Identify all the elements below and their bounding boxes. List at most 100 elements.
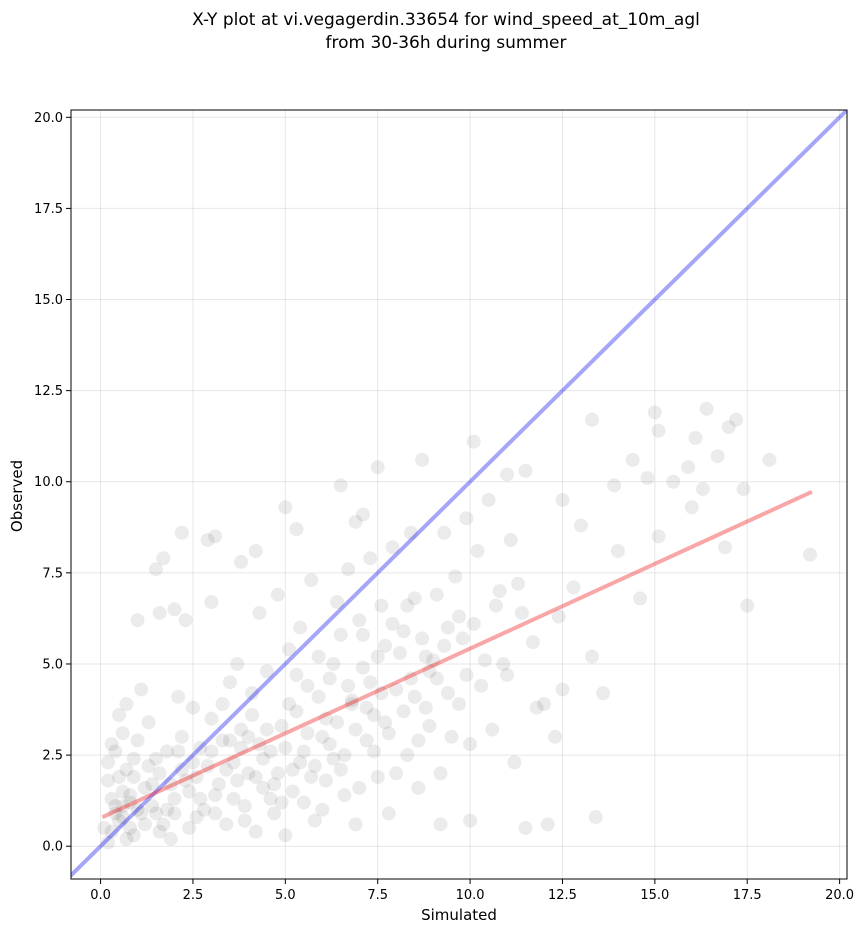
- scatter-point: [137, 817, 152, 832]
- y-tick-label: 15.0: [34, 293, 63, 308]
- scatter-point: [647, 405, 662, 420]
- scatter-point: [248, 824, 263, 839]
- scatter-point: [433, 817, 448, 832]
- scatter-point: [263, 744, 278, 759]
- scatter-point: [167, 602, 182, 617]
- scatter-point: [315, 802, 330, 817]
- scatter-point: [363, 551, 378, 566]
- scatter-point: [241, 729, 256, 744]
- scatter-point: [126, 751, 141, 766]
- scatter-point: [296, 744, 311, 759]
- scatter-point: [551, 609, 566, 624]
- scatter-point: [311, 649, 326, 664]
- scatter-point: [415, 452, 430, 467]
- scatter-point: [167, 791, 182, 806]
- scatter-point: [252, 737, 267, 752]
- scatter-point: [374, 686, 389, 701]
- scatter-point: [115, 784, 130, 799]
- scatter-point: [252, 605, 267, 620]
- chart-title-line-2: from 30-36h during summer: [326, 33, 567, 53]
- scatter-point: [233, 740, 248, 755]
- scatter-point: [233, 722, 248, 737]
- scatter-point: [123, 795, 138, 810]
- y-tick-label: 10.0: [34, 475, 63, 490]
- chart-title-line-1: X-Y plot at vi.vegagerdin.33654 for wind…: [192, 10, 700, 30]
- scatter-point: [422, 718, 437, 733]
- scatter-point: [304, 573, 319, 588]
- x-tick-label: 2.5: [183, 888, 204, 903]
- scatter-point: [293, 755, 308, 770]
- scatter-point: [226, 755, 241, 770]
- y-tick-label: 20.0: [34, 111, 63, 126]
- x-tick-label: 10.0: [456, 888, 485, 903]
- scatter-point: [718, 540, 733, 555]
- scatter-point: [137, 780, 152, 795]
- scatter-point: [762, 452, 777, 467]
- scatter-point: [208, 788, 223, 803]
- scatter-point: [333, 762, 348, 777]
- scatter-point: [115, 810, 130, 825]
- scatter-point: [370, 649, 385, 664]
- scatter-point: [566, 580, 581, 595]
- scatter-point: [282, 642, 297, 657]
- scatter-point: [463, 737, 478, 752]
- scatter-point: [289, 704, 304, 719]
- scatter-point: [330, 715, 345, 730]
- scatter-point: [422, 664, 437, 679]
- scatter-point: [270, 587, 285, 602]
- scatter-point: [392, 646, 407, 661]
- scatter-point: [481, 492, 496, 507]
- scatter-point: [400, 598, 415, 613]
- scatter-point: [237, 799, 252, 814]
- scatter-point: [337, 748, 352, 763]
- scatter-point: [330, 595, 345, 610]
- scatter-point: [219, 762, 234, 777]
- scatter-point: [167, 806, 182, 821]
- scatter-point: [359, 700, 374, 715]
- scatter-point: [285, 762, 300, 777]
- scatter-point: [348, 817, 363, 832]
- scatter-point: [152, 824, 167, 839]
- scatter-point: [470, 543, 485, 558]
- scatter-point: [607, 478, 622, 493]
- scatter-point: [171, 744, 186, 759]
- x-tick-label: 15.0: [640, 888, 669, 903]
- scatter-point: [500, 467, 515, 482]
- scatter-point: [385, 616, 400, 631]
- scatter-point: [540, 817, 555, 832]
- scatter-point: [444, 729, 459, 744]
- scatter-point: [208, 529, 223, 544]
- scatter-point: [123, 820, 138, 835]
- scatter-point: [555, 492, 570, 507]
- scatter-point: [233, 554, 248, 569]
- scatter-point: [525, 635, 540, 650]
- scatter-point: [625, 452, 640, 467]
- scatter-point: [267, 777, 282, 792]
- scatter-point: [681, 460, 696, 475]
- scatter-point: [418, 649, 433, 664]
- scatter-point: [588, 810, 603, 825]
- scatter-point: [403, 525, 418, 540]
- scatter-point: [326, 751, 341, 766]
- scatter-point: [407, 591, 422, 606]
- scatter-point: [215, 733, 230, 748]
- scatter-point: [585, 412, 600, 427]
- axes: 0.0 2.5 5.0 7.5 10.0 12.5 15.0 17.5 20.0 0.0 2.5 5.…: [34, 109, 854, 903]
- y-tick-label: 0.0: [42, 840, 63, 855]
- scatter-point: [278, 828, 293, 843]
- scatter-point: [352, 613, 367, 628]
- scatter-point: [126, 769, 141, 784]
- scatter-point: [485, 722, 500, 737]
- scatter-point: [341, 562, 356, 577]
- scatter-point: [699, 401, 714, 416]
- scatter-point: [803, 547, 818, 562]
- scatter-point: [355, 627, 370, 642]
- x-tick-label: 0.0: [90, 888, 111, 903]
- scatter-point: [200, 759, 215, 774]
- scatter-point: [274, 795, 289, 810]
- scatter-point: [185, 700, 200, 715]
- scatter-point: [396, 624, 411, 639]
- scatter-point: [267, 806, 282, 821]
- scatter-point: [507, 755, 522, 770]
- scatter-point: [245, 686, 260, 701]
